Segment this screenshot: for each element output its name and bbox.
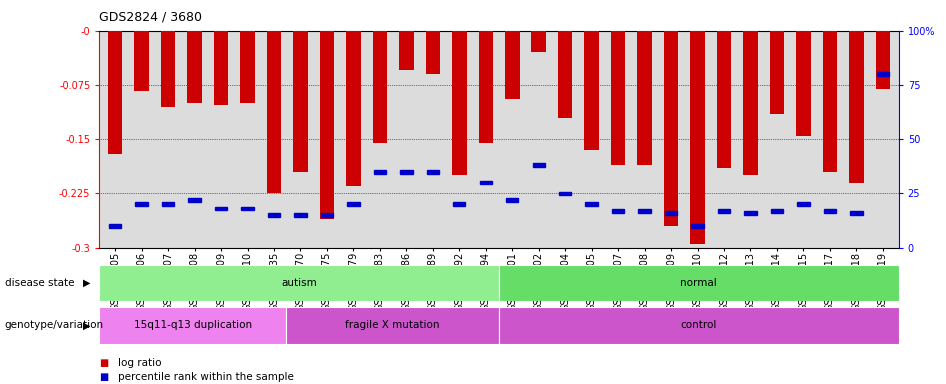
Bar xyxy=(374,170,386,174)
Bar xyxy=(558,31,572,118)
Bar xyxy=(373,31,387,143)
Bar xyxy=(745,211,757,215)
Bar xyxy=(499,307,899,344)
Bar xyxy=(611,31,625,164)
Text: normal: normal xyxy=(680,278,717,288)
Text: GDS2824 / 3680: GDS2824 / 3680 xyxy=(99,10,202,23)
Bar xyxy=(268,214,280,217)
Bar xyxy=(638,31,652,164)
Bar xyxy=(612,209,624,213)
Bar xyxy=(876,31,890,89)
Text: disease state: disease state xyxy=(5,278,74,288)
Bar xyxy=(665,211,677,215)
Text: log ratio: log ratio xyxy=(118,358,162,368)
Bar xyxy=(585,31,599,150)
Bar xyxy=(717,31,731,168)
Bar xyxy=(691,31,705,244)
Bar xyxy=(108,31,122,154)
Text: percentile rank within the sample: percentile rank within the sample xyxy=(118,372,294,382)
Text: genotype/variation: genotype/variation xyxy=(5,320,104,331)
Bar xyxy=(321,214,333,217)
Bar xyxy=(559,192,571,195)
Bar xyxy=(294,214,307,217)
Bar xyxy=(532,31,546,53)
Text: ▶: ▶ xyxy=(83,320,91,331)
Text: 15q11-q13 duplication: 15q11-q13 duplication xyxy=(133,320,252,331)
Bar xyxy=(639,209,651,213)
Bar xyxy=(823,31,837,172)
Bar xyxy=(135,202,148,206)
Bar xyxy=(499,265,899,301)
Bar xyxy=(426,31,440,74)
Bar xyxy=(718,209,730,213)
Bar xyxy=(480,181,492,184)
Bar xyxy=(452,31,466,175)
Bar xyxy=(293,31,307,172)
Bar xyxy=(771,209,783,213)
Bar xyxy=(400,170,412,174)
Bar xyxy=(479,31,493,143)
Bar xyxy=(505,31,519,99)
Bar xyxy=(824,209,836,213)
Text: autism: autism xyxy=(281,278,317,288)
Bar xyxy=(241,207,254,210)
Bar xyxy=(453,202,465,206)
Bar xyxy=(797,202,810,206)
Bar xyxy=(770,31,784,114)
Bar xyxy=(240,31,254,103)
Bar xyxy=(797,31,811,136)
Bar xyxy=(161,31,175,107)
Text: control: control xyxy=(681,320,717,331)
Text: ■: ■ xyxy=(99,358,109,368)
Bar xyxy=(692,224,704,228)
Bar xyxy=(744,31,758,175)
Bar xyxy=(533,164,545,167)
Bar xyxy=(162,202,174,206)
Text: ■: ■ xyxy=(99,372,109,382)
Bar xyxy=(320,31,334,219)
Bar xyxy=(187,31,201,103)
Bar xyxy=(877,72,889,76)
Bar xyxy=(267,31,281,194)
Text: ▶: ▶ xyxy=(83,278,91,288)
Bar xyxy=(215,207,227,210)
Bar xyxy=(134,31,149,91)
Text: fragile X mutation: fragile X mutation xyxy=(345,320,440,331)
Bar xyxy=(109,224,121,228)
Bar xyxy=(664,31,678,226)
Bar xyxy=(99,307,286,344)
Bar xyxy=(99,265,499,301)
Bar xyxy=(347,202,359,206)
Bar xyxy=(214,31,228,105)
Bar xyxy=(506,198,518,202)
Bar xyxy=(399,31,413,71)
Bar xyxy=(188,198,201,202)
Bar xyxy=(427,170,439,174)
Bar xyxy=(346,31,360,186)
Bar xyxy=(850,211,863,215)
Bar xyxy=(586,202,598,206)
Bar xyxy=(286,307,499,344)
Bar xyxy=(850,31,864,183)
